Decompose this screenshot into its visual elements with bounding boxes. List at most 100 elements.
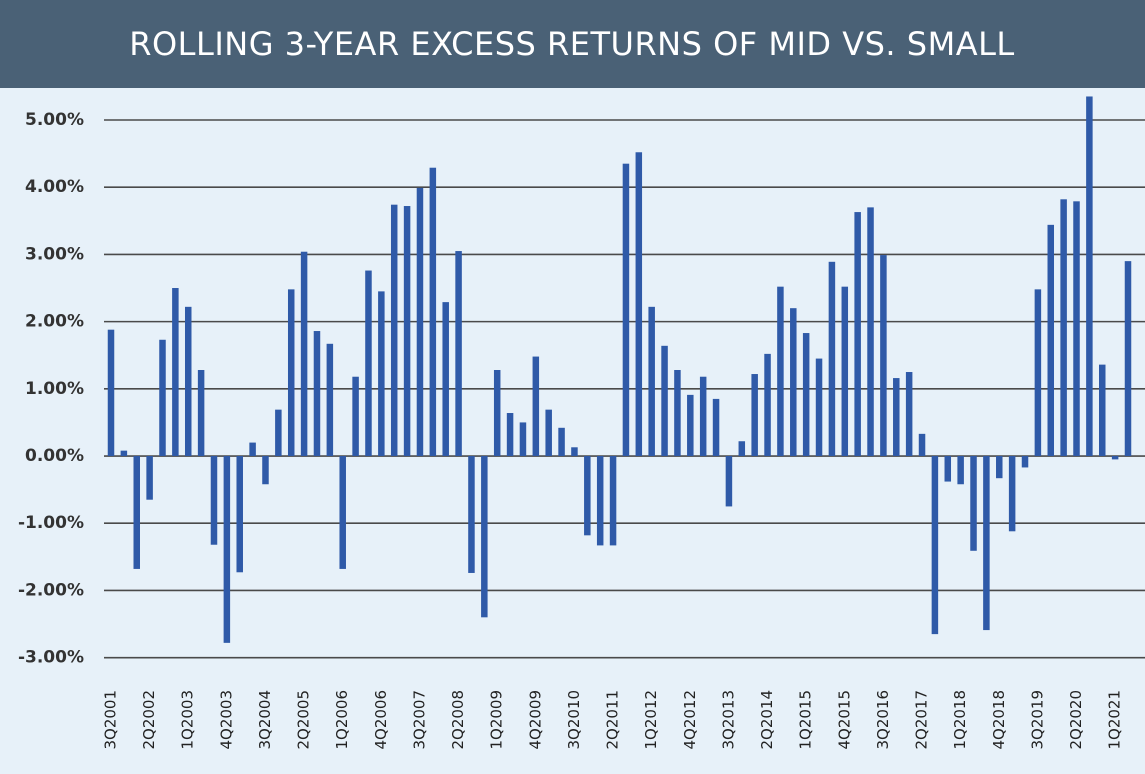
bar bbox=[648, 306, 655, 457]
bar bbox=[236, 456, 243, 573]
x-tick-label: 3Q2013 bbox=[719, 690, 737, 750]
bar bbox=[468, 456, 475, 573]
x-tick-label: 3Q2016 bbox=[874, 690, 892, 750]
bar bbox=[918, 433, 926, 457]
bar bbox=[223, 456, 231, 643]
bar bbox=[996, 456, 1003, 479]
bar bbox=[1111, 456, 1119, 460]
bar bbox=[1034, 289, 1042, 457]
x-tick-label: 2Q2014 bbox=[758, 690, 776, 750]
bar bbox=[455, 251, 462, 457]
bar bbox=[365, 270, 372, 457]
x-tick-label: 2Q2017 bbox=[913, 690, 931, 750]
y-tick-label: -2.00% bbox=[18, 580, 84, 600]
x-tick-label: 4Q2006 bbox=[372, 690, 390, 750]
bar bbox=[571, 447, 578, 457]
bar bbox=[751, 374, 758, 457]
x-tick-label: 1Q2006 bbox=[333, 690, 351, 750]
bar bbox=[133, 456, 140, 569]
bar bbox=[146, 456, 153, 500]
bar bbox=[777, 286, 784, 457]
bar bbox=[699, 376, 707, 457]
bar bbox=[197, 370, 205, 457]
bar bbox=[622, 163, 630, 457]
bar bbox=[725, 456, 733, 507]
bar bbox=[519, 422, 527, 457]
bar bbox=[210, 456, 218, 545]
x-tick-label: 3Q2019 bbox=[1028, 690, 1046, 750]
bar bbox=[867, 207, 874, 457]
bar bbox=[184, 306, 192, 457]
x-tick-label: 3Q2010 bbox=[565, 690, 583, 750]
x-tick-label: 1Q2012 bbox=[642, 690, 660, 750]
bar bbox=[1021, 456, 1029, 468]
bar bbox=[1047, 224, 1055, 457]
bar bbox=[738, 441, 746, 457]
bar bbox=[1086, 96, 1093, 457]
y-tick-label: 5.00% bbox=[25, 110, 84, 130]
y-tick-label: 3.00% bbox=[25, 244, 84, 264]
bar bbox=[249, 442, 256, 457]
bar bbox=[957, 456, 964, 485]
bar bbox=[403, 206, 411, 457]
bar bbox=[905, 372, 913, 457]
bar bbox=[532, 356, 540, 457]
bar bbox=[352, 376, 359, 457]
bar bbox=[983, 456, 990, 631]
bar bbox=[661, 345, 668, 457]
bar bbox=[493, 370, 501, 457]
x-tick-label: 2Q2008 bbox=[449, 690, 467, 750]
y-tick-label: 2.00% bbox=[25, 312, 84, 332]
bar bbox=[674, 370, 681, 457]
bar bbox=[1099, 364, 1106, 457]
bar bbox=[300, 251, 308, 457]
x-tick-label: 1Q2021 bbox=[1106, 690, 1124, 750]
bar bbox=[1073, 201, 1080, 457]
bar bbox=[442, 302, 449, 457]
x-tick-label: 2Q2002 bbox=[140, 690, 158, 750]
bar bbox=[481, 456, 488, 618]
x-tick-label: 4Q2003 bbox=[217, 690, 235, 750]
bar bbox=[339, 456, 346, 569]
bar bbox=[880, 255, 887, 457]
bar bbox=[687, 394, 694, 457]
bar bbox=[609, 456, 617, 546]
bar bbox=[313, 331, 321, 457]
y-tick-label: 1.00% bbox=[25, 379, 84, 399]
x-tick-label: 2Q2020 bbox=[1067, 690, 1085, 750]
x-tick-label: 1Q2015 bbox=[797, 690, 815, 750]
bar bbox=[596, 456, 604, 546]
bar bbox=[802, 333, 810, 457]
bar bbox=[1124, 261, 1132, 457]
bar bbox=[429, 167, 437, 457]
bar bbox=[545, 409, 552, 457]
x-tick-label: 4Q2012 bbox=[681, 690, 699, 750]
title-bar bbox=[0, 0, 1145, 88]
y-tick-label: 4.00% bbox=[25, 177, 84, 197]
bar bbox=[944, 456, 952, 482]
x-tick-label: 3Q2004 bbox=[256, 690, 274, 750]
bar bbox=[828, 261, 836, 457]
x-tick-label: 4Q2015 bbox=[835, 690, 853, 750]
x-tick-label: 1Q2003 bbox=[179, 690, 197, 750]
bar bbox=[558, 427, 565, 457]
x-tick-label: 4Q2009 bbox=[526, 690, 544, 750]
bar bbox=[931, 456, 939, 635]
bar bbox=[326, 343, 334, 457]
bar bbox=[120, 450, 128, 457]
bar bbox=[970, 456, 977, 551]
bar bbox=[172, 288, 179, 457]
bar bbox=[1060, 199, 1067, 457]
bar bbox=[841, 286, 849, 457]
bar bbox=[506, 413, 514, 457]
bar bbox=[159, 339, 166, 457]
y-tick-label: -3.00% bbox=[18, 648, 84, 668]
bar bbox=[712, 398, 720, 457]
x-tick-label: 3Q2001 bbox=[102, 690, 120, 750]
bar bbox=[287, 289, 295, 457]
y-tick-label: 0.00% bbox=[25, 446, 84, 466]
bar bbox=[378, 291, 385, 457]
bar bbox=[390, 204, 398, 457]
bar bbox=[584, 456, 591, 536]
